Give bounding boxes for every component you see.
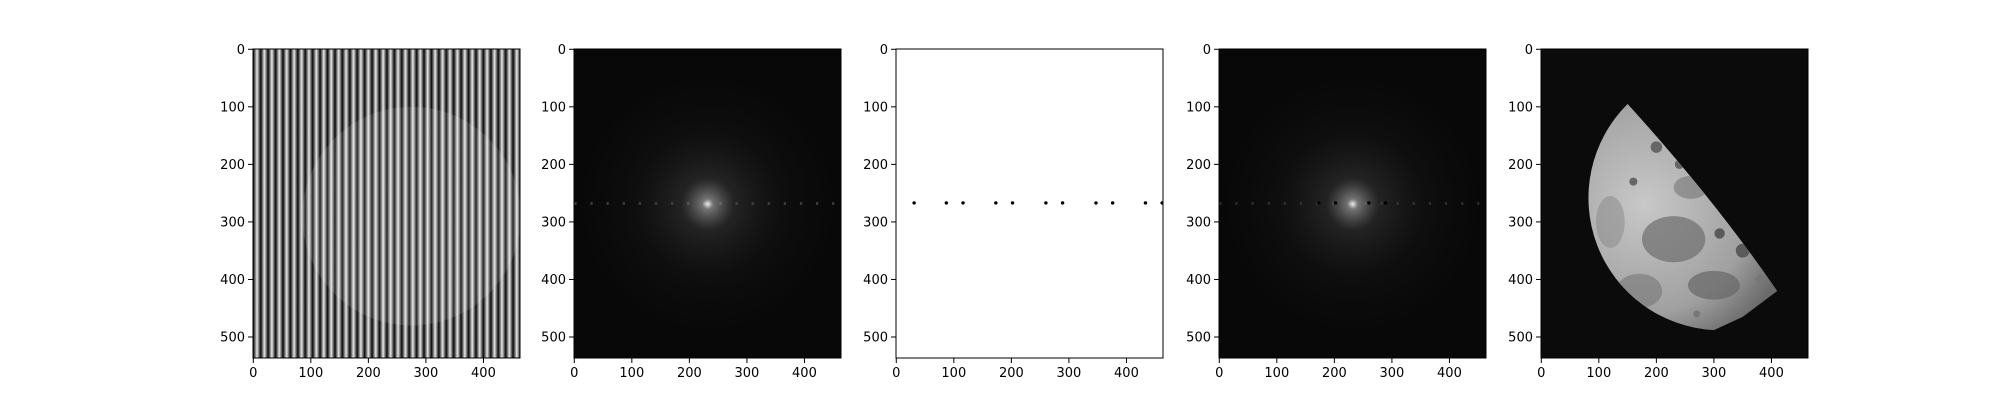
y-tick-label: 300	[541, 215, 566, 230]
y-tick-label: 400	[1508, 273, 1533, 288]
y-tick-label: 200	[1186, 158, 1211, 173]
y-tick-label: 500	[1508, 330, 1533, 345]
image-area	[253, 49, 520, 358]
y-tick-label: 0	[1525, 43, 1533, 58]
image-area	[1219, 49, 1486, 358]
y-tick-label: 300	[863, 215, 888, 230]
y-tick-label: 200	[863, 158, 888, 173]
x-tick-label: 400	[1759, 366, 1784, 381]
notch-mask-image	[896, 49, 1163, 358]
restored-image	[1541, 49, 1808, 358]
axes-frame	[1540, 48, 1809, 359]
axes-frame	[573, 48, 842, 359]
y-tick-label: 500	[541, 330, 566, 345]
y-tick-label: 400	[1186, 273, 1211, 288]
y-tick-label: 300	[1508, 215, 1533, 230]
x-tick-label: 0	[1537, 366, 1545, 381]
x-tick-label: 100	[941, 366, 966, 381]
y-tick-label: 100	[220, 100, 245, 115]
y-tick-label: 100	[1508, 100, 1533, 115]
y-tick-label: 0	[880, 43, 888, 58]
x-tick-label: 400	[471, 366, 496, 381]
notch-points	[912, 201, 1163, 205]
panel: 0 100 200 300 400 0 100 200 300 400 500	[541, 43, 842, 381]
y-tick-label: 300	[1186, 215, 1211, 230]
x-tick-label: 300	[414, 366, 439, 381]
axes-frame	[895, 48, 1164, 359]
striped-image	[253, 49, 520, 358]
x-tick-label: 0	[570, 366, 578, 381]
axes-frame	[252, 48, 521, 359]
x-tick-label: 0	[249, 366, 257, 381]
x-tick-label: 300	[735, 366, 760, 381]
panel: 0 100 200 300 400 0 100 200 300 400 500	[1508, 43, 1809, 381]
y-tick-label: 100	[863, 100, 888, 115]
panel: 0 100 200 300 400 0 100 200 300 400 500	[1186, 43, 1487, 381]
x-tick-label: 200	[677, 366, 702, 381]
x-tick-label: 200	[1644, 366, 1669, 381]
y-tick-label: 0	[1203, 43, 1211, 58]
y-tick-label: 100	[541, 100, 566, 115]
panel: 0 100 200 300 400 0 100 200 300 400 500	[863, 43, 1164, 381]
y-tick-label: 200	[220, 158, 245, 173]
y-tick-label: 0	[558, 43, 566, 58]
y-tick-label: 200	[541, 158, 566, 173]
x-tick-label: 300	[1702, 366, 1727, 381]
spectrum-image	[574, 49, 841, 358]
y-tick-label: 0	[237, 43, 245, 58]
image-area	[574, 49, 841, 358]
panel: 0 100 200 300 400 0 100 200 300 400 500	[220, 43, 521, 381]
x-tick-label: 300	[1057, 366, 1082, 381]
x-tick-label: 400	[792, 366, 817, 381]
x-tick-label: 0	[892, 366, 900, 381]
x-tick-label: 0	[1215, 366, 1223, 381]
y-tick-label: 100	[1186, 100, 1211, 115]
x-tick-label: 200	[999, 366, 1024, 381]
image-area	[896, 49, 1163, 358]
x-tick-label: 100	[1264, 366, 1289, 381]
y-tick-label: 200	[1508, 158, 1533, 173]
axes-frame	[1218, 48, 1487, 359]
y-tick-label: 400	[541, 273, 566, 288]
y-tick-label: 500	[220, 330, 245, 345]
x-tick-label: 200	[1322, 366, 1347, 381]
x-tick-label: 400	[1114, 366, 1139, 381]
y-tick-label: 400	[220, 273, 245, 288]
x-tick-label: 100	[619, 366, 644, 381]
y-tick-label: 400	[863, 273, 888, 288]
y-tick-label: 500	[1186, 330, 1211, 345]
x-tick-label: 100	[298, 366, 323, 381]
x-tick-label: 100	[1586, 366, 1611, 381]
y-tick-label: 300	[220, 215, 245, 230]
x-tick-label: 200	[356, 366, 381, 381]
x-tick-label: 300	[1380, 366, 1405, 381]
x-tick-label: 400	[1437, 366, 1462, 381]
filtered-spectrum-image	[1219, 49, 1486, 358]
image-area	[1541, 49, 1808, 358]
y-tick-label: 500	[863, 330, 888, 345]
